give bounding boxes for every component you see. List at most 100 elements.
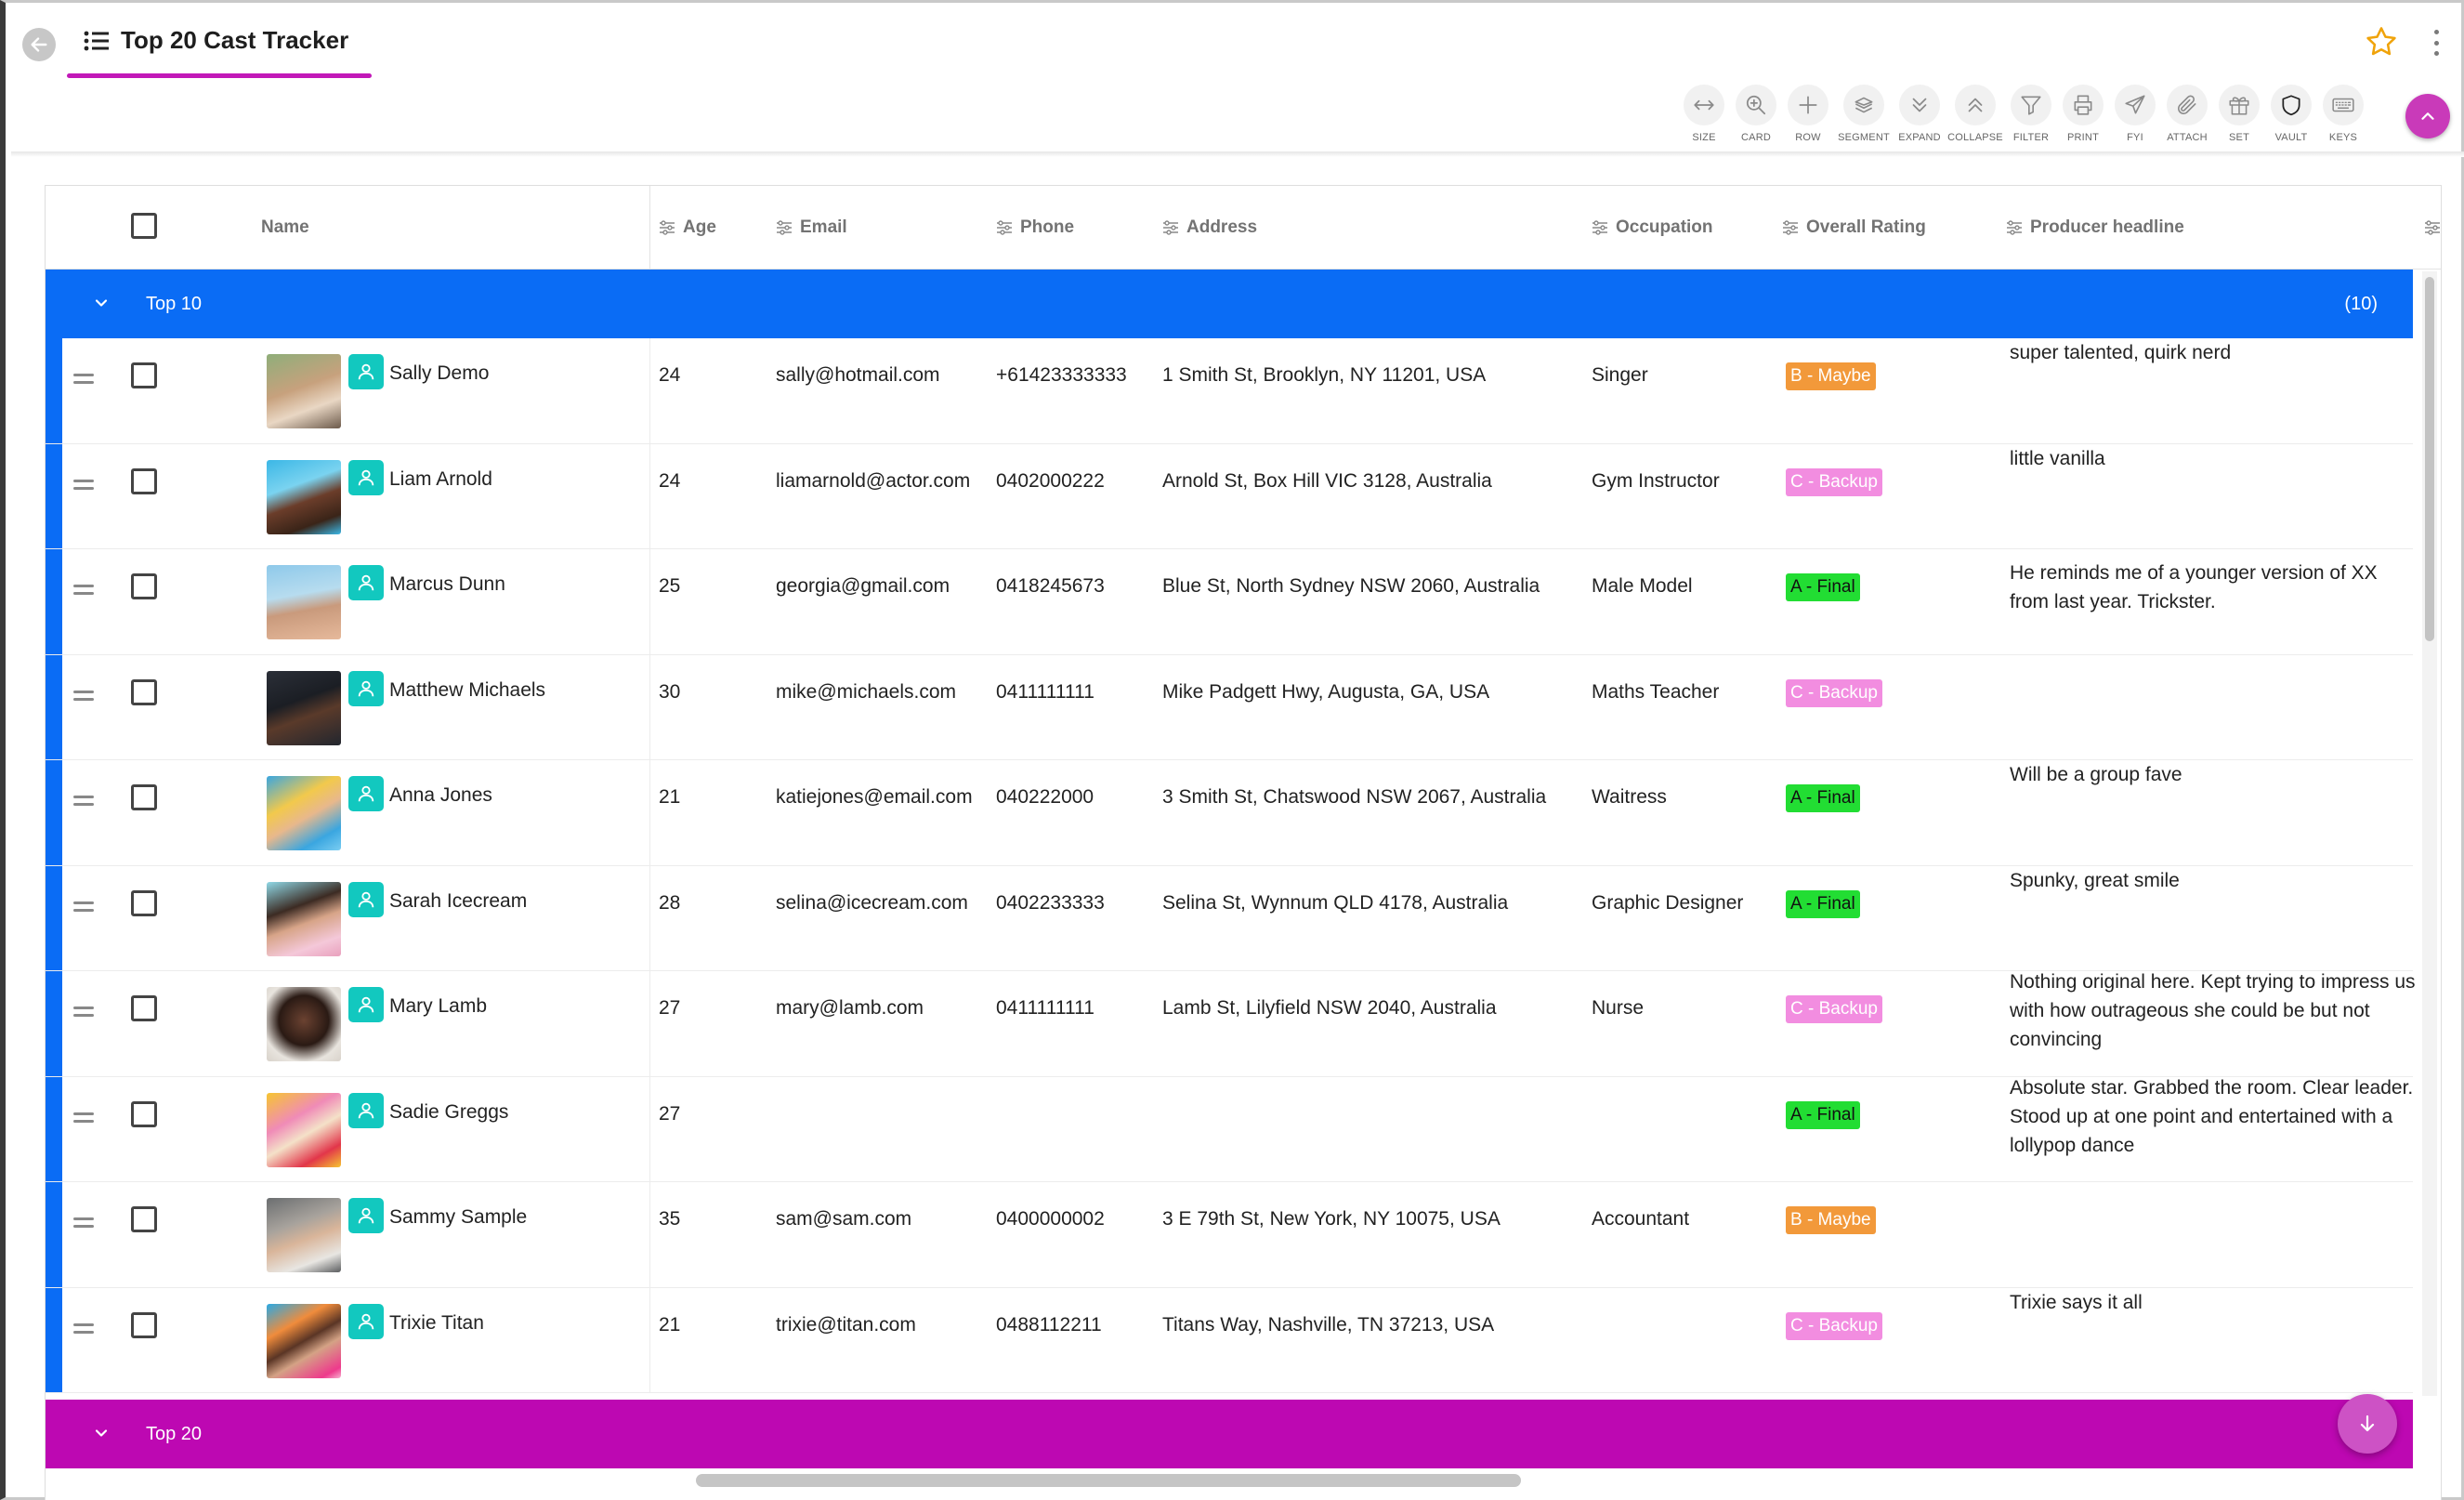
column-header-email[interactable]: Email [776, 214, 847, 242]
collapse-button[interactable]: COLLAPSE [1946, 85, 2005, 150]
cell-address[interactable]: Mike Padgett Hwy, Augusta, GA, USA [1162, 680, 1490, 703]
cell-age[interactable]: 24 [659, 364, 681, 386]
cell-address[interactable]: Selina St, Wynnum QLD 4178, Australia [1162, 891, 1509, 914]
cell-age[interactable]: 21 [659, 786, 681, 808]
cell-phone[interactable]: 0411111111 [996, 680, 1094, 703]
cell-occupation[interactable]: Graphic Designer [1592, 891, 1744, 914]
cell-address[interactable]: Titans Way, Nashville, TN 37213, USA [1162, 1313, 1495, 1336]
cell-age[interactable]: 28 [659, 891, 681, 914]
cell-phone[interactable]: 0488112211 [996, 1313, 1102, 1336]
cell-headline[interactable]: Nothing original here. Kept trying to im… [2010, 971, 2416, 1050]
cell-email[interactable]: sam@sam.com [776, 1208, 912, 1230]
cell-phone[interactable]: +61423333333 [996, 364, 1127, 386]
cell-headline[interactable]: Absolute star. Grabbed the room. Clear l… [2010, 1076, 2414, 1156]
row-checkbox[interactable] [131, 784, 157, 810]
row-checkbox[interactable] [131, 1100, 157, 1127]
keys-button[interactable]: KEYS [2317, 85, 2369, 150]
back-button[interactable] [22, 28, 56, 61]
avatar[interactable] [267, 987, 341, 1061]
cell-headline[interactable]: little vanilla [2010, 447, 2105, 469]
cell-age[interactable]: 25 [659, 575, 681, 597]
cell-headline[interactable]: Trixie says it all [2010, 1291, 2143, 1313]
table-row[interactable]: Trixie Titan 21 trixie@titan.com 0488112… [46, 1287, 2413, 1393]
row-checkbox[interactable] [131, 1206, 157, 1232]
cell-address[interactable]: Lamb St, Lilyfield NSW 2040, Australia [1162, 997, 1497, 1019]
table-row[interactable]: Anna Jones 21 katiejones@email.com 04022… [46, 760, 2413, 866]
vault-button[interactable]: VAULT [2265, 85, 2317, 150]
cell-name[interactable]: Anna Jones [389, 784, 492, 806]
cell-rating[interactable]: B - Maybe [1786, 1206, 1876, 1234]
person-icon[interactable] [348, 565, 384, 600]
scrollbar-thumb[interactable] [2425, 277, 2434, 641]
scroll-bottom-button[interactable] [2338, 1394, 2397, 1454]
horizontal-scrollbar[interactable] [651, 1470, 2417, 1487]
column-header-rating[interactable]: Overall Rating [1782, 214, 1926, 242]
column-header-age[interactable]: Age [659, 214, 716, 242]
favorite-button[interactable] [2364, 24, 2399, 64]
segment-button[interactable]: SEGMENT [1834, 85, 1894, 150]
tab-title[interactable]: Top 20 Cast Tracker [84, 26, 348, 55]
cell-headline[interactable]: super talented, quirk nerd [2010, 342, 2232, 363]
cell-email[interactable]: mike@michaels.com [776, 680, 957, 703]
drag-handle-icon[interactable] [73, 585, 94, 599]
person-icon[interactable] [348, 1198, 384, 1233]
cell-rating[interactable]: C - Backup [1786, 678, 1882, 707]
attach-button[interactable]: ATTACH [2161, 85, 2213, 150]
table-row[interactable]: Sarah Icecream 28 selina@icecream.com 04… [46, 865, 2413, 971]
cell-email[interactable]: liamarnold@actor.com [776, 469, 971, 492]
avatar[interactable] [267, 1303, 341, 1378]
row-checkbox[interactable] [131, 678, 157, 705]
cell-name[interactable]: Mary Lamb [389, 995, 488, 1017]
expand-button[interactable]: EXPAND [1894, 85, 1946, 150]
table-row[interactable]: Mary Lamb 27 mary@lamb.com 0411111111 La… [46, 971, 2416, 1077]
cell-rating[interactable]: A - Final [1786, 1100, 1860, 1129]
cell-rating[interactable]: A - Final [1786, 784, 1860, 812]
drag-handle-icon[interactable] [73, 479, 94, 494]
avatar[interactable] [267, 776, 341, 850]
drag-handle-icon[interactable] [73, 1217, 94, 1232]
fyi-button[interactable]: FYI [2109, 85, 2161, 150]
cell-age[interactable]: 30 [659, 680, 681, 703]
column-header-more[interactable] [2424, 214, 2441, 242]
avatar[interactable] [267, 354, 341, 428]
cell-age[interactable]: 21 [659, 1313, 681, 1336]
cell-phone[interactable]: 0402233333 [996, 891, 1105, 914]
row-checkbox[interactable] [131, 573, 157, 599]
row-checkbox[interactable] [131, 889, 157, 916]
table-row[interactable]: Matthew Michaels 30 mike@michaels.com 04… [46, 654, 2413, 760]
avatar[interactable] [267, 459, 341, 534]
cell-rating[interactable]: C - Backup [1786, 1311, 1882, 1340]
person-icon[interactable] [348, 1092, 384, 1128]
person-icon[interactable] [348, 987, 384, 1022]
cell-rating[interactable]: C - Backup [1786, 995, 1882, 1023]
vertical-scrollbar[interactable] [2422, 271, 2437, 1396]
column-header-headline[interactable]: Producer headline [2006, 214, 2184, 242]
cell-name[interactable]: Matthew Michaels [389, 678, 546, 701]
cell-phone[interactable]: 040222000 [996, 786, 1094, 808]
avatar[interactable] [267, 1092, 341, 1167]
cell-occupation[interactable]: Singer [1592, 364, 1648, 386]
row-checkbox[interactable] [131, 467, 157, 494]
table-row[interactable]: Sammy Sample 35 sam@sam.com 0400000002 3… [46, 1182, 2413, 1288]
group-header-top20[interactable]: Top 20 [46, 1400, 2413, 1468]
card-button[interactable]: CARD [1730, 85, 1782, 150]
cell-age[interactable]: 27 [659, 1102, 681, 1125]
cell-address[interactable]: 3 Smith St, Chatswood NSW 2067, Australi… [1162, 786, 1547, 808]
column-header-occupation[interactable]: Occupation [1592, 214, 1713, 242]
set-button[interactable]: SET [2213, 85, 2265, 150]
cell-name[interactable]: Sadie Greggs [389, 1100, 509, 1123]
avatar[interactable] [267, 670, 341, 745]
size-button[interactable]: SIZE [1678, 85, 1730, 150]
cell-age[interactable]: 35 [659, 1208, 681, 1230]
cell-email[interactable]: selina@icecream.com [776, 891, 968, 914]
cell-address[interactable]: Blue St, North Sydney NSW 2060, Australi… [1162, 575, 1540, 597]
drag-handle-icon[interactable] [73, 374, 94, 388]
cell-rating[interactable]: A - Final [1786, 889, 1860, 918]
cell-rating[interactable]: A - Final [1786, 573, 1860, 601]
cell-headline[interactable]: Spunky, great smile [2010, 869, 2180, 891]
table-row[interactable]: Sadie Greggs 27 A - Final Absolute star.… [46, 1076, 2413, 1182]
cell-name[interactable]: Trixie Titan [389, 1311, 484, 1334]
cell-address[interactable]: 1 Smith St, Brooklyn, NY 11201, USA [1162, 364, 1487, 386]
cell-email[interactable]: trixie@titan.com [776, 1313, 916, 1336]
row-checkbox[interactable] [131, 995, 157, 1021]
